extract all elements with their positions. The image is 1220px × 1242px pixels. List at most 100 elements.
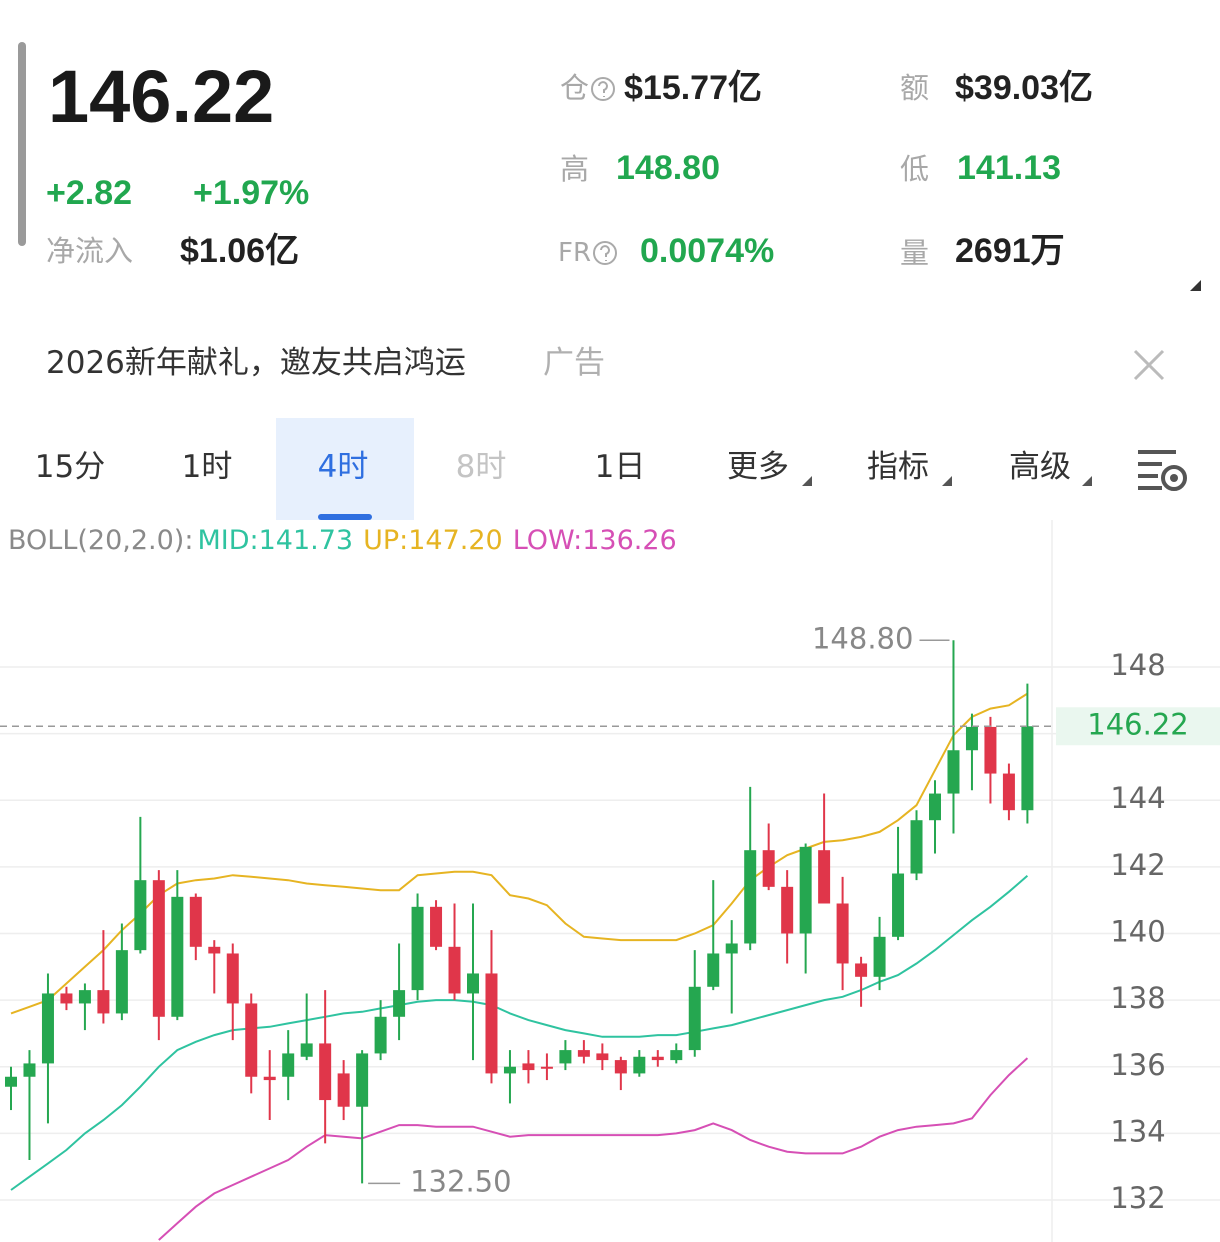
candle-body — [984, 726, 997, 774]
boll-line — [10, 692, 1028, 1015]
ad-text[interactable]: 2026新年献礼，邀友共启鸿运 — [46, 345, 466, 381]
tab[interactable]: 4时 — [317, 449, 369, 485]
stat-label: 高 — [560, 152, 590, 186]
candle-body — [596, 1053, 609, 1061]
expand-corner[interactable] — [1190, 280, 1202, 292]
candle-body — [947, 750, 960, 794]
candle-body — [799, 846, 812, 934]
stat-value: 148.80 — [616, 149, 720, 187]
candle-body — [208, 946, 221, 954]
legend-value: 136.26 — [582, 525, 676, 556]
candle-body — [430, 906, 443, 947]
candle-body — [485, 973, 498, 1074]
candle-body — [393, 990, 406, 1017]
accent-bar — [18, 42, 26, 246]
candle-body — [282, 1053, 295, 1077]
tab[interactable]: 1时 — [181, 449, 233, 485]
candle-body — [134, 880, 147, 951]
candle-body — [115, 950, 128, 1014]
annotation-label: 148.80 — [812, 621, 913, 655]
candle-body — [873, 936, 886, 977]
settings-icon[interactable] — [1136, 448, 1190, 494]
candle-body — [448, 946, 461, 994]
candle-body — [762, 850, 775, 887]
candle-body — [522, 1063, 535, 1071]
candle-body — [78, 990, 91, 1004]
tab[interactable]: 15分 — [34, 449, 106, 485]
y-tick-label: 138 — [1110, 981, 1165, 1015]
stat-value: $15.77亿 — [624, 69, 762, 107]
y-tick-label: 144 — [1110, 781, 1165, 815]
close-icon[interactable] — [1132, 348, 1166, 382]
candle-body — [633, 1056, 646, 1074]
y-tick-label: 148 — [1110, 648, 1165, 682]
candle-body — [60, 993, 73, 1004]
candle-body — [189, 896, 202, 947]
net-inflow: $1.06亿 — [180, 232, 300, 270]
candle-body — [356, 1053, 369, 1107]
candle-body — [651, 1056, 664, 1061]
candle-body — [707, 953, 720, 987]
stat-label: FR — [558, 238, 592, 268]
legend-value: 141.73 — [259, 525, 353, 556]
help-icon[interactable] — [590, 76, 616, 102]
candle-body — [910, 820, 923, 874]
candle-body — [226, 953, 239, 1004]
candle-body — [171, 896, 184, 1017]
candle-body — [965, 726, 978, 751]
legend: BOLL(20,2.0): MID:141.73 UP:147.20 LOW:136.… — [8, 525, 677, 556]
candle-body — [411, 906, 424, 991]
candle-body — [540, 1066, 553, 1069]
legend-name: LOW: — [513, 525, 583, 556]
tab[interactable]: 1日 — [594, 449, 646, 485]
candle-body — [97, 990, 110, 1014]
change: +2.82 — [46, 174, 133, 212]
candle-body — [1002, 773, 1015, 811]
tab[interactable]: 8时 — [455, 449, 507, 485]
candle-body — [41, 993, 54, 1064]
candle-body — [263, 1076, 276, 1081]
stat-value: $39.03亿 — [955, 69, 1093, 107]
candle-body — [836, 903, 849, 964]
candle-body — [300, 1043, 313, 1057]
change-pct: +1.97% — [193, 174, 310, 212]
candle-body — [319, 1043, 332, 1101]
stat-label: 仓 — [560, 71, 590, 105]
dropdown-arrows — [802, 476, 1092, 486]
candle-body — [614, 1060, 627, 1074]
candle-body — [781, 886, 794, 934]
candle-body — [245, 1003, 258, 1077]
tab[interactable]: 更多 — [727, 449, 789, 485]
stat-value: 2691万 — [955, 232, 1065, 270]
tab[interactable]: 高级 — [1009, 449, 1071, 485]
active-tab-underline — [318, 514, 372, 520]
active-tab-bg — [276, 418, 414, 520]
candle-body — [725, 943, 738, 954]
help-icon[interactable] — [592, 240, 618, 266]
y-tick-label: 142 — [1110, 848, 1165, 882]
stat-label: 量 — [900, 236, 930, 270]
net-inflow-label: 净流入 — [46, 234, 134, 268]
y-tick-label: 134 — [1110, 1114, 1165, 1148]
legend-title: BOLL(20,2.0): — [8, 525, 193, 556]
candle-body — [744, 850, 757, 944]
last-price-label: 146.22 — [1087, 707, 1188, 741]
boll-line — [158, 1057, 1029, 1241]
tab[interactable]: 指标 — [867, 449, 929, 485]
y-tick-label: 136 — [1110, 1048, 1165, 1082]
candle-body — [5, 1076, 17, 1087]
candle-body — [688, 986, 701, 1051]
stat-value: 141.13 — [957, 149, 1061, 187]
candle-body — [337, 1073, 350, 1107]
last-price: 146.22 — [48, 55, 275, 138]
candle-body — [855, 963, 868, 977]
candle-body — [670, 1050, 683, 1061]
stat-value: 0.0074% — [640, 232, 775, 270]
legend-name: UP: — [363, 525, 408, 556]
candle-body — [23, 1063, 36, 1077]
stat-label: 低 — [900, 152, 930, 186]
y-tick-label: 132 — [1110, 1181, 1165, 1215]
candle-body — [503, 1066, 516, 1074]
candle-body — [559, 1050, 572, 1064]
